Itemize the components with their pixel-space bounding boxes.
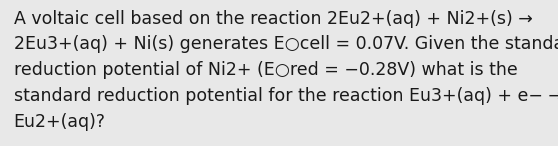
Text: reduction potential of Ni2+ (E○red = −0.28V) what is the: reduction potential of Ni2+ (E○red = −0.… [13,61,517,79]
Text: Eu2+(aq)?: Eu2+(aq)? [13,113,105,131]
Text: 2Eu3+(aq) + Ni(s) generates E○cell = 0.07V. Given the standard: 2Eu3+(aq) + Ni(s) generates E○cell = 0.0… [13,35,558,53]
Text: A voltaic cell based on the reaction 2Eu2+(aq) + Ni2+(s) →: A voltaic cell based on the reaction 2Eu… [13,10,532,28]
Text: standard reduction potential for the reaction Eu3+(aq) + e− →: standard reduction potential for the rea… [13,87,558,105]
